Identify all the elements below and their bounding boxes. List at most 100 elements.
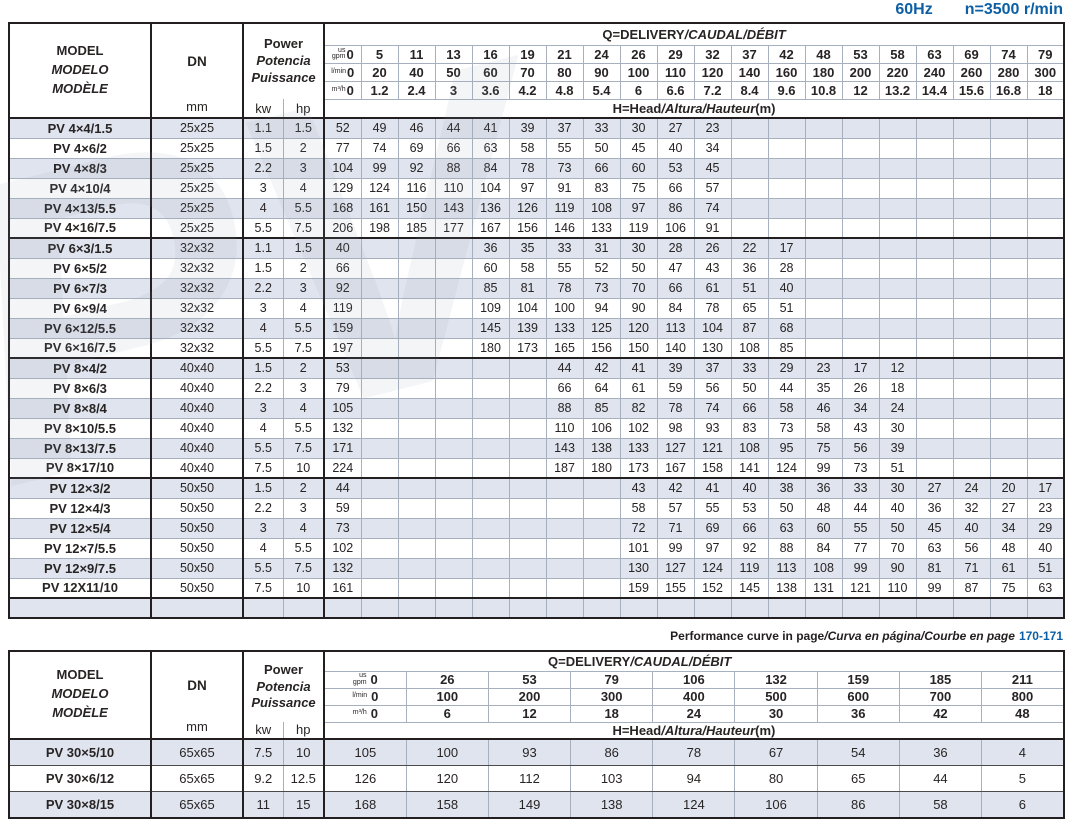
head-value: 63 — [767, 518, 806, 539]
model-name: PV 8×13/7.5 — [9, 438, 151, 459]
head-value — [434, 538, 473, 559]
head-value: 58 — [767, 398, 806, 419]
head-value: 61 — [989, 558, 1028, 579]
model-name: PV 12×9/7.5 — [9, 558, 151, 579]
header-line: Puissance — [251, 695, 316, 711]
dn-value: 50x50 — [150, 538, 243, 559]
head-value: 59 — [323, 498, 362, 519]
dn-value: 50x50 — [150, 518, 243, 539]
head-value: 106 — [656, 218, 695, 239]
head-value — [397, 558, 436, 579]
head-value — [545, 597, 584, 619]
head-value: 50 — [582, 138, 621, 159]
hp-value: 10 — [282, 458, 325, 479]
head-value — [545, 558, 584, 579]
head-value — [619, 597, 658, 619]
model-name: PV 30×8/15 — [9, 791, 151, 819]
head-value — [1026, 398, 1065, 419]
flow-lmin-value: 160 — [767, 63, 806, 82]
head-value: 97 — [619, 198, 658, 219]
pump-row — [9, 597, 1065, 619]
flow-m3h-value: 13.2 — [878, 81, 917, 100]
head-value — [360, 278, 399, 299]
head-value: 56 — [952, 538, 991, 559]
head-value: 66 — [582, 158, 621, 179]
flow-m3h-value: 14.4 — [915, 81, 954, 100]
head-value: 37 — [693, 357, 732, 379]
head-value: 138 — [582, 438, 621, 459]
head-value — [582, 477, 621, 499]
head-value — [397, 338, 436, 359]
flow-lmin-value: l/min 0 — [323, 63, 362, 82]
model-name: PV 4×13/5.5 — [9, 198, 151, 219]
pump-table-pv30: MODEL MODELO MODÈLE DN mm Power Potencia Puissa… — [8, 650, 1065, 819]
head-value — [730, 597, 769, 619]
head-value: 52 — [582, 258, 621, 279]
head-value — [878, 117, 917, 139]
head-value: 177 — [434, 218, 473, 239]
head-value: 92 — [397, 158, 436, 179]
head-value — [915, 398, 954, 419]
flow-m3h-value: 9.6 — [767, 81, 806, 100]
pump-row: PV 4×8/3 25x25 2.2 3 104 99 92 88 84 78 73 66 60 53 45 — [9, 158, 1065, 179]
flow-lmin-value: 140 — [730, 63, 769, 82]
head-value: 36 — [471, 237, 510, 259]
head-value — [841, 318, 880, 339]
kw-header: kw — [242, 722, 283, 739]
head-value — [841, 117, 880, 139]
head-value: 108 — [730, 338, 769, 359]
head-value: 84 — [656, 298, 695, 319]
head-value: 140 — [656, 338, 695, 359]
head-value — [434, 558, 473, 579]
head-value: 224 — [323, 458, 362, 479]
header-line: MODÈLE — [52, 705, 108, 721]
head-value: 138 — [767, 578, 806, 599]
head-value: 75 — [804, 438, 843, 459]
head-value — [582, 538, 621, 559]
header-line: Puissance — [251, 69, 316, 85]
head-value: 68 — [767, 318, 806, 339]
head-value: 69 — [693, 518, 732, 539]
head-value — [804, 318, 843, 339]
head-value: 60 — [804, 518, 843, 539]
head-value — [915, 218, 954, 239]
hp-value: 3 — [282, 378, 325, 399]
head-value — [434, 258, 473, 279]
head-value: 121 — [693, 438, 732, 459]
pump-row: PV 12×9/7.5 50x50 5.5 7.5 132 130 127 124 119 113… — [9, 558, 1065, 579]
model-name: PV 4×6/2 — [9, 138, 151, 159]
flow-m3h-value: 3 — [434, 81, 473, 100]
head-value — [360, 398, 399, 419]
flow-m3h-value: 48 — [981, 705, 1064, 723]
head-value — [397, 538, 436, 559]
kw-header: kw — [242, 99, 283, 118]
head-value — [1026, 178, 1065, 199]
head-value — [360, 338, 399, 359]
head-value: 127 — [656, 438, 695, 459]
flow-gpm-value: 48 — [804, 45, 843, 64]
flow-lmin-value: 220 — [878, 63, 917, 82]
head-value — [804, 178, 843, 199]
kw-value: 4 — [242, 318, 283, 339]
head-value: 75 — [619, 178, 658, 199]
head-value — [360, 558, 399, 579]
head-value — [434, 237, 473, 259]
head-value: 108 — [582, 198, 621, 219]
flow-m3h-value: 18 — [570, 705, 653, 723]
head-value: 57 — [693, 178, 732, 199]
kw-value: 3 — [242, 518, 283, 539]
head-value: 66 — [656, 278, 695, 299]
hp-value: 4 — [282, 398, 325, 419]
h-head-title: H=Head/Altura/Hauteur(m) — [323, 99, 1065, 118]
head-value — [508, 438, 547, 459]
flow-m3h-value: 18 — [1026, 81, 1065, 100]
head-value: 102 — [323, 538, 362, 559]
head-value — [360, 498, 399, 519]
head-value: 167 — [471, 218, 510, 239]
head-value: 26 — [693, 237, 732, 259]
flow-m3h-value: 5.4 — [582, 81, 621, 100]
hp-value: 7.5 — [282, 218, 325, 239]
model-name: PV 6×16/7.5 — [9, 338, 151, 359]
head-value: 34 — [693, 138, 732, 159]
head-value: 59 — [656, 378, 695, 399]
